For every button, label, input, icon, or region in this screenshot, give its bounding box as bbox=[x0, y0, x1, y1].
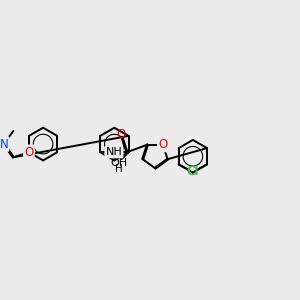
Text: O: O bbox=[116, 128, 126, 141]
Text: Cl: Cl bbox=[186, 165, 198, 178]
Text: H: H bbox=[115, 164, 123, 174]
Text: Cl: Cl bbox=[188, 165, 200, 178]
Text: NH: NH bbox=[106, 147, 122, 157]
Text: O: O bbox=[24, 146, 34, 159]
Text: OH: OH bbox=[110, 158, 127, 168]
Text: O: O bbox=[158, 138, 167, 151]
Text: N: N bbox=[0, 138, 8, 151]
